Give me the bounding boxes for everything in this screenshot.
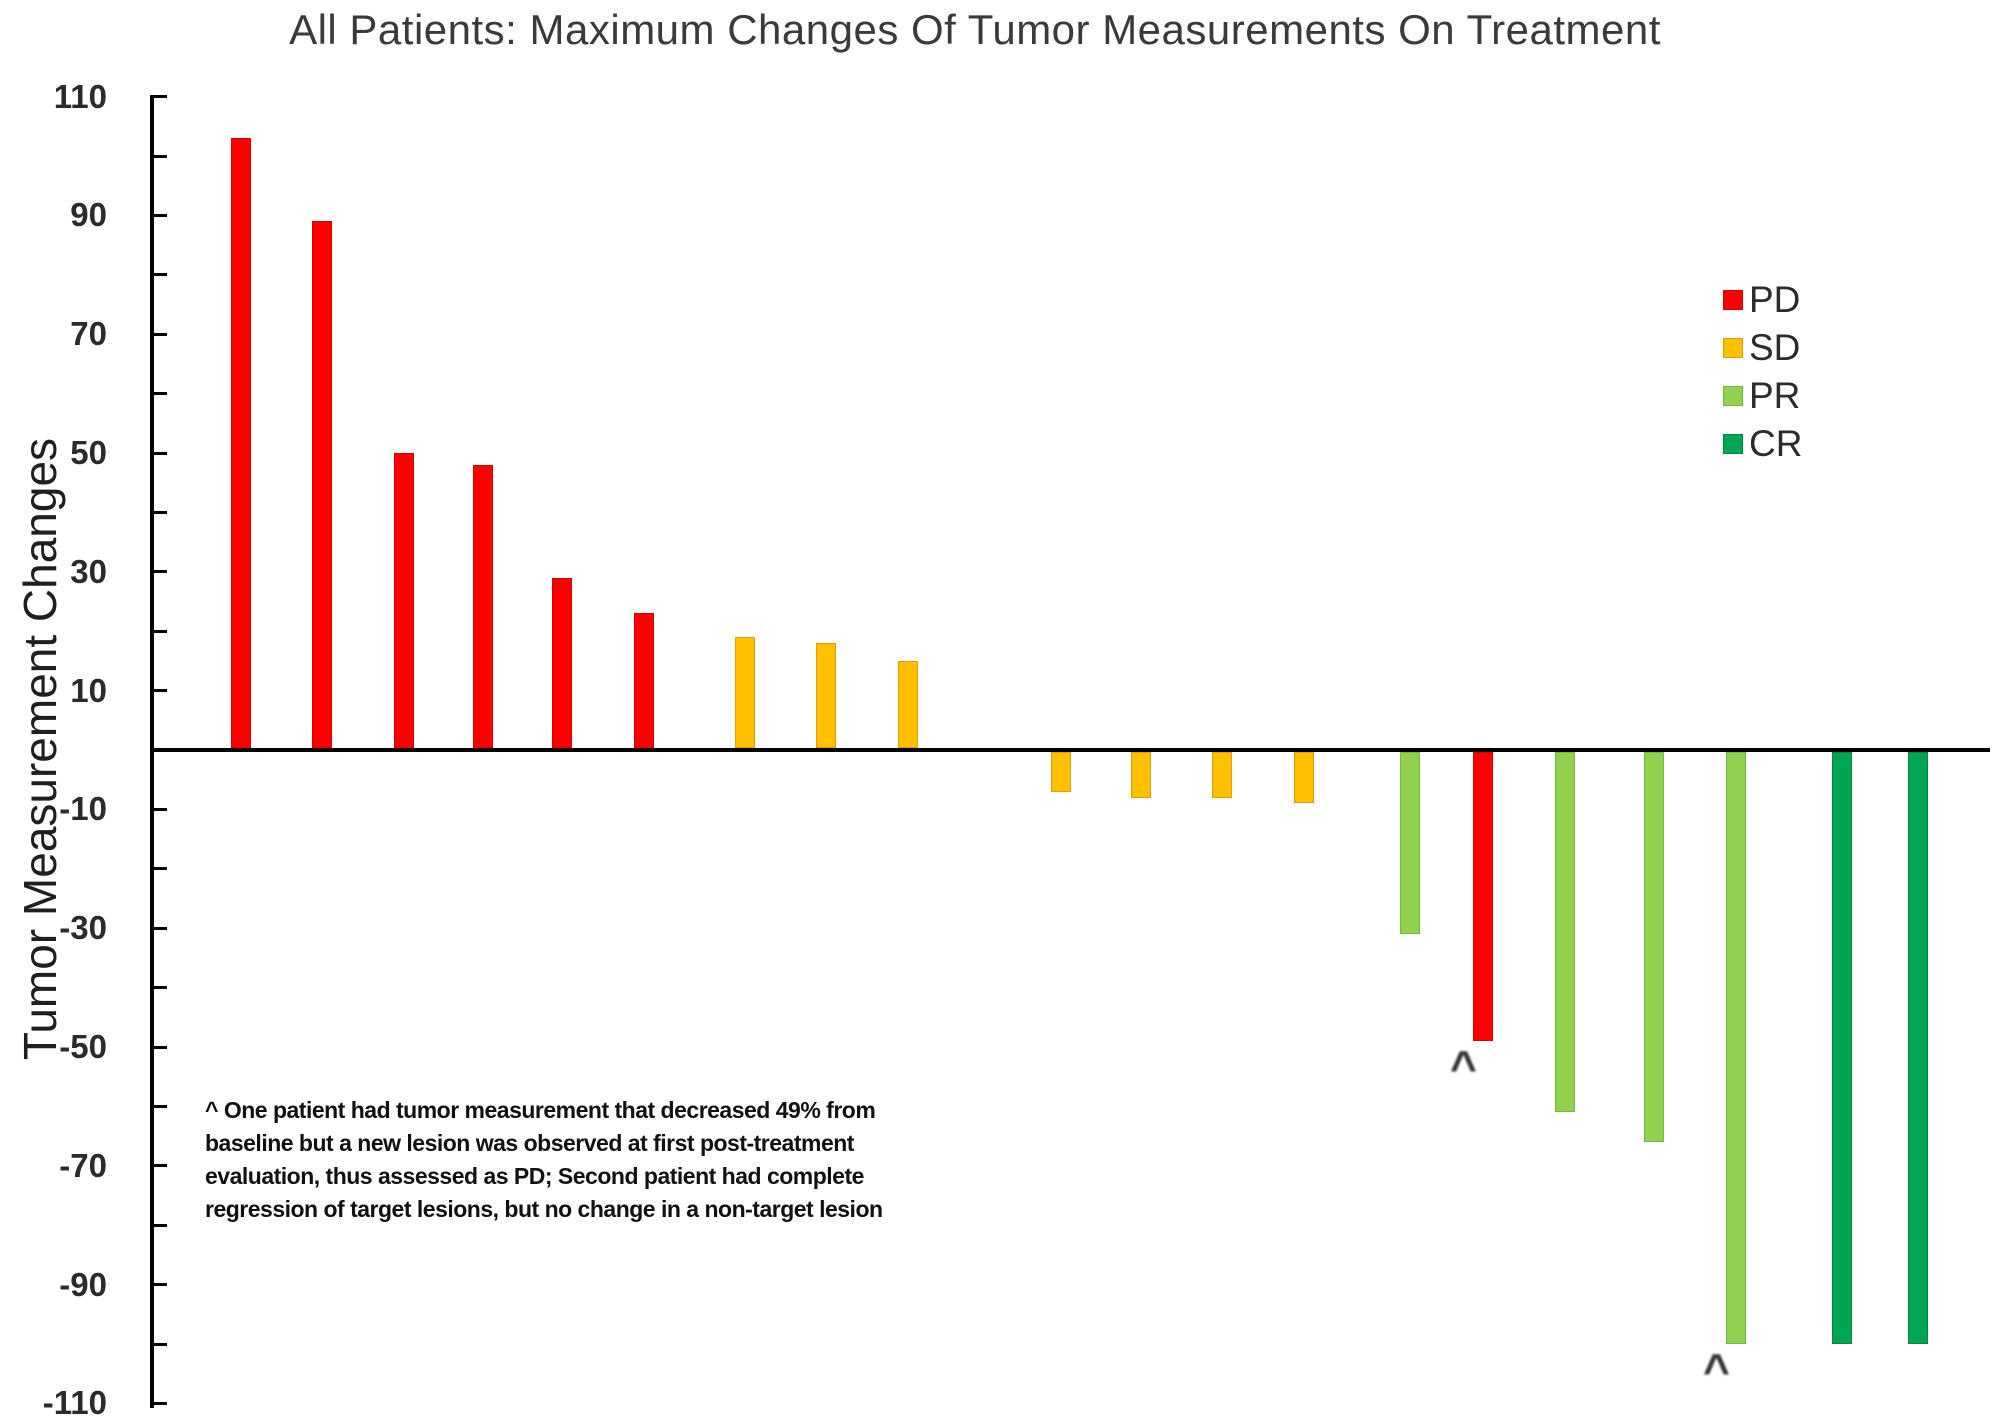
patient-bar-pd	[231, 138, 251, 748]
legend-label: SD	[1749, 327, 1801, 368]
y-axis-tick	[150, 867, 167, 871]
y-tick-label: -10	[59, 790, 107, 828]
y-axis-tick	[150, 1283, 167, 1287]
patient-bar-cr	[1832, 752, 1852, 1344]
patient-bar-cr	[1908, 752, 1928, 1344]
patient-bar-pr	[1644, 752, 1664, 1143]
y-axis-title: Tumor Measurement Changes	[14, 437, 66, 1061]
patient-bar-pr	[1555, 752, 1575, 1113]
y-axis-tick	[150, 273, 167, 277]
x-baseline	[150, 748, 1990, 752]
patient-bar-pd	[634, 613, 654, 748]
legend-swatch-pr	[1723, 386, 1743, 406]
y-tick-label: -30	[59, 909, 107, 947]
footnote-caret-marker: ^	[1450, 1041, 1477, 1094]
y-axis-tick	[150, 451, 167, 455]
y-axis-tick	[150, 570, 167, 574]
footnote-caret-marker: ^	[1703, 1344, 1730, 1396]
y-axis-tick	[150, 1401, 167, 1405]
patient-bar-sd	[1131, 752, 1151, 798]
y-axis-tick	[150, 392, 167, 396]
patient-bar-pd	[1473, 752, 1493, 1042]
y-axis-tick	[150, 1164, 167, 1168]
legend-row-pd: PD	[1723, 276, 1802, 324]
legend-label: PD	[1749, 279, 1801, 320]
patient-bar-sd	[1212, 752, 1232, 798]
legend: PD SD PR CR	[1723, 276, 1802, 468]
y-tick-label: 90	[70, 196, 107, 234]
y-tick-label: -70	[59, 1146, 107, 1184]
y-tick-label: 110	[53, 77, 107, 115]
y-tick-label: -50	[59, 1028, 107, 1065]
y-axis-tick	[150, 986, 167, 990]
y-axis-tick	[150, 1104, 167, 1108]
legend-swatch-pd	[1723, 290, 1743, 310]
y-tick-label: 10	[70, 671, 107, 709]
legend-swatch-sd	[1723, 338, 1743, 358]
patient-bar-pr	[1400, 752, 1420, 935]
legend-row-sd: SD	[1723, 324, 1802, 372]
y-axis-tick	[150, 154, 167, 158]
y-axis-tick	[150, 926, 167, 930]
patient-bar-sd	[816, 643, 836, 748]
patient-bar-pd	[552, 577, 572, 748]
y-axis-tick	[150, 689, 167, 693]
y-axis-tick	[150, 213, 167, 217]
y-tick-label: -110	[42, 1384, 107, 1421]
legend-row-pr: PR	[1723, 372, 1802, 420]
patient-bar-sd	[1294, 752, 1314, 804]
patient-bar-pd	[473, 464, 493, 748]
y-axis-tick	[150, 1045, 167, 1049]
y-axis-tick	[150, 1342, 167, 1346]
patient-bar-pd	[394, 453, 414, 748]
chart-title: All Patients: Maximum Changes Of Tumor M…	[289, 6, 1661, 53]
patient-bar-pr	[1726, 752, 1746, 1344]
patient-bar-sd	[1051, 752, 1071, 792]
y-axis-tick	[150, 332, 167, 336]
y-axis-tick	[150, 1223, 167, 1227]
y-tick-label: 50	[70, 434, 107, 471]
y-axis-tick	[150, 629, 167, 633]
legend-label: CR	[1749, 423, 1803, 464]
y-axis-tick	[150, 807, 167, 811]
y-tick-label: 70	[70, 315, 107, 353]
footnote-text: ^ One patient had tumor measurement that…	[205, 1097, 883, 1222]
y-tick-label: -90	[59, 1265, 107, 1303]
legend-label: PR	[1749, 375, 1801, 416]
legend-row-cr: CR	[1723, 420, 1802, 468]
patient-bar-pd	[312, 221, 332, 748]
patient-bar-sd	[735, 637, 755, 748]
patient-bar-sd	[898, 660, 918, 748]
legend-swatch-cr	[1723, 434, 1743, 454]
y-axis-tick	[150, 95, 167, 99]
y-tick-label: 30	[70, 552, 107, 590]
y-axis-tick	[150, 510, 167, 514]
